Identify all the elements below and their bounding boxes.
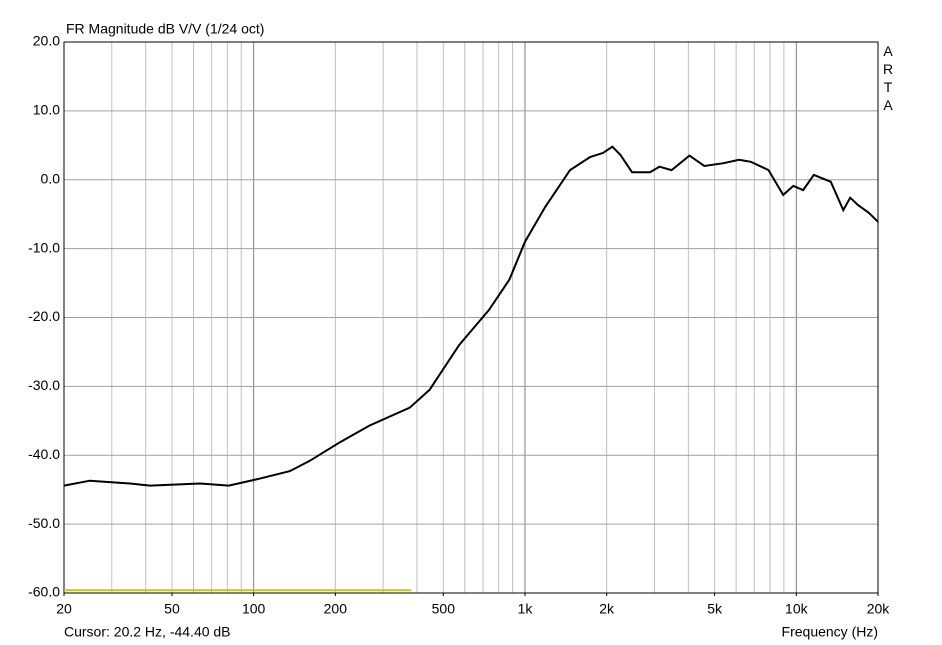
y-tick-label: -40.0 (28, 446, 60, 462)
y-tick-label: 10.0 (33, 102, 60, 118)
cursor-readout: Cursor: 20.2 Hz, -44.40 dB (64, 624, 231, 640)
y-tick-label: -20.0 (28, 308, 60, 324)
x-tick-label: 20k (867, 601, 891, 617)
x-axis-label: Frequency (Hz) (782, 624, 878, 640)
y-tick-label: -50.0 (28, 515, 60, 531)
x-tick-label: 2k (599, 601, 615, 617)
x-tick-label: 50 (164, 601, 180, 617)
x-tick-label: 100 (242, 601, 266, 617)
x-tick-label: 1k (518, 601, 534, 617)
y-tick-label: 20.0 (33, 33, 60, 49)
x-tick-label: 20 (56, 601, 72, 617)
x-tick-label: 500 (432, 601, 456, 617)
y-tick-label: -30.0 (28, 377, 60, 393)
y-tick-label: -60.0 (28, 584, 60, 600)
series-line (63, 145, 879, 487)
x-tick-label: 10k (785, 601, 809, 617)
plot-frame (63, 41, 879, 594)
chart-title: FR Magnitude dB V/V (1/24 oct) (66, 21, 264, 37)
y-tick-label: -10.0 (28, 239, 60, 255)
x-tick-label: 200 (324, 601, 348, 617)
y-tick-label: 0.0 (41, 170, 61, 186)
x-tick-label: 5k (707, 601, 723, 617)
